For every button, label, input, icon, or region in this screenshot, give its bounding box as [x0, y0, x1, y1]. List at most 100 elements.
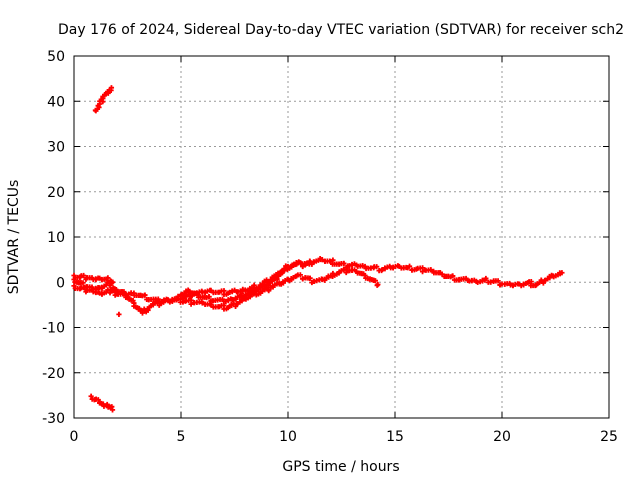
trace-marker: [284, 266, 290, 273]
y-tick-label: 20: [47, 185, 65, 201]
data-point: [208, 302, 214, 308]
y-tick-label: 30: [47, 140, 65, 156]
data-point: [379, 266, 385, 273]
trace-marker: [223, 306, 229, 312]
trace-marker: [368, 265, 374, 271]
trace-marker: [323, 275, 330, 281]
data-point: [199, 300, 205, 306]
trace-marker: [343, 269, 349, 276]
trace-marker: [449, 273, 456, 279]
trace-marker: [241, 294, 247, 300]
trace-marker: [542, 277, 549, 283]
trace-marker: [282, 277, 288, 284]
trace-marker: [239, 296, 245, 303]
series-track-b: [71, 266, 381, 316]
trace-marker: [330, 270, 336, 277]
data-point: [525, 280, 531, 286]
trace-marker: [261, 278, 268, 284]
trace-marker: [185, 291, 191, 298]
data-point: [516, 281, 522, 287]
trace-marker: [257, 285, 264, 291]
trace-marker: [247, 289, 253, 295]
data-point: [116, 311, 122, 317]
trace-marker: [321, 276, 327, 282]
trace-marker: [243, 292, 249, 298]
trace-marker: [264, 277, 270, 283]
trace-marker: [280, 279, 286, 285]
trace-marker: [105, 275, 111, 281]
trace-marker: [150, 301, 156, 307]
data-point: [199, 289, 205, 295]
trace-marker: [463, 275, 469, 282]
trace-marker: [528, 279, 534, 285]
trace-marker: [93, 108, 99, 114]
trace-marker: [419, 269, 426, 275]
trace-marker: [232, 295, 239, 301]
trace-marker: [108, 87, 114, 93]
trace-marker: [483, 275, 489, 282]
trace-marker: [100, 99, 106, 105]
data-point: [285, 276, 291, 283]
trace-marker: [101, 283, 107, 289]
trace-marker: [155, 296, 161, 302]
trace-marker: [275, 273, 282, 279]
data-point: [216, 304, 223, 310]
trace-marker: [243, 296, 249, 302]
trace-marker: [307, 258, 313, 264]
x-tick-label: 20: [493, 429, 511, 445]
trace-marker: [387, 263, 393, 269]
trace-marker: [237, 299, 243, 305]
trace-marker: [300, 276, 306, 282]
trace-marker: [95, 103, 101, 109]
trace-marker: [330, 273, 336, 279]
x-axis-label: GPS time / hours: [282, 459, 399, 475]
trace-marker: [255, 291, 261, 297]
trace-marker: [272, 282, 278, 288]
trace-marker: [109, 404, 115, 410]
data-point: [97, 275, 103, 281]
trace-marker: [89, 275, 95, 281]
trace-marker: [307, 275, 313, 281]
x-tick-label: 15: [386, 429, 404, 445]
y-tick-label: 50: [47, 49, 65, 65]
trace-marker: [231, 287, 238, 293]
trace-marker: [245, 295, 251, 301]
trace-marker: [288, 276, 294, 282]
trace-marker: [265, 287, 272, 293]
trace-marker: [99, 284, 105, 290]
trace-marker: [265, 279, 272, 285]
trace-marker: [235, 294, 241, 300]
trace-marker: [206, 294, 212, 300]
trace-marker: [286, 265, 293, 271]
trace-marker: [231, 297, 237, 303]
x-tick-label: 25: [600, 429, 618, 445]
trace-marker: [551, 274, 557, 280]
data-point: [109, 407, 116, 413]
trace-marker: [83, 276, 89, 282]
trace-marker: [253, 292, 259, 298]
data-point: [104, 401, 110, 408]
data-point: [71, 283, 77, 289]
trace-marker: [437, 270, 443, 276]
trace-marker: [232, 303, 239, 309]
trace-marker: [121, 289, 127, 295]
trace-marker: [341, 266, 347, 272]
y-tick-label: 40: [47, 94, 65, 110]
y-tick-label: -20: [42, 366, 65, 382]
trace-marker: [495, 278, 501, 284]
trace-marker: [545, 276, 551, 282]
data-point: [375, 281, 381, 288]
trace-marker: [251, 282, 257, 288]
data-point: [148, 303, 154, 309]
trace-marker: [100, 93, 106, 100]
trace-marker: [419, 265, 426, 271]
trace-marker: [183, 288, 189, 294]
trace-marker: [97, 98, 103, 104]
data-point: [88, 393, 94, 399]
data-point: [559, 270, 565, 276]
trace-marker: [143, 309, 149, 315]
trace-marker: [553, 273, 559, 279]
trace-marker: [374, 264, 380, 270]
trace-marker: [144, 306, 151, 312]
trace-marker: [277, 271, 284, 278]
